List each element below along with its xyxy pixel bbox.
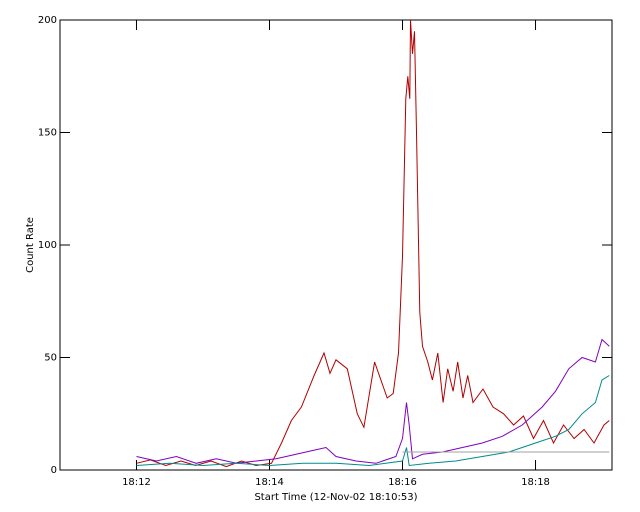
- y-tick-label: 200: [38, 15, 57, 26]
- series-line: [136, 19, 610, 468]
- x-tick-label: 18:12: [122, 477, 151, 488]
- y-tick-label: 100: [38, 240, 57, 251]
- series-line: [136, 375, 610, 467]
- x-tick-label: 18:14: [255, 477, 284, 488]
- y-tick-label: 0: [51, 465, 57, 476]
- series-line: [136, 338, 610, 464]
- x-axis-label: Start Time (12-Nov-02 18:10:53): [254, 492, 417, 503]
- x-tick-label: 18:18: [521, 477, 550, 488]
- x-tick-label: 18:16: [388, 477, 417, 488]
- y-tick-label: 50: [44, 353, 57, 364]
- y-axis-label: Count Rate: [25, 217, 36, 273]
- y-tick-label: 150: [38, 128, 57, 139]
